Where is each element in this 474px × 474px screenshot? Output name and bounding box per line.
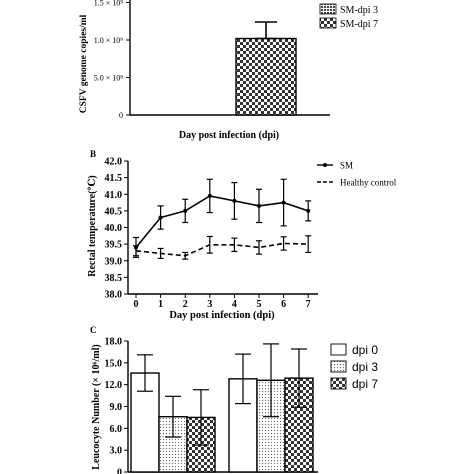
panel-b-y-tick-label: 38.5 [105, 273, 123, 284]
panel-c-legend: dpi 0 dpi 3 dpi 7 [330, 343, 378, 391]
panel-c-label: C [90, 325, 97, 335]
panel-a-y-tick-label: 1.0 × 10⁹ [94, 36, 124, 45]
panel-a-legend-swatch [319, 17, 337, 29]
panel-c-y-tick-label: 9.0 [110, 402, 123, 413]
panel-b-point-marker [257, 203, 261, 208]
panel-b-point-marker [232, 198, 237, 203]
panel-a-legend-label: SM-dpi 3 [340, 5, 378, 16]
panel-a-y-tick-label: 5.0 × 10⁸ [94, 74, 124, 83]
panel-c-y-tick-label: 3.0 [110, 446, 123, 457]
panel-b-chart: B Rectal temperature(℃) 38.0 38.5 39.0 39.5… [87, 149, 397, 321]
panel-a-bars [235, 21, 297, 116]
panel-b-point-marker [207, 193, 212, 198]
panel-c-legend-swatch [330, 360, 347, 373]
panel-b-y-tick-label: 42.0 [105, 157, 123, 168]
panel-b-x-tick-label: 0 [134, 299, 139, 310]
panel-b-x-tick-label: 3 [207, 299, 212, 310]
panel-b-x-axis-label: Day post infection (dpi) [169, 310, 275, 321]
panel-a-legend-swatch [319, 3, 337, 15]
panel-b-point-marker [281, 200, 286, 205]
panel-b-x-tick-label: 1 [158, 299, 163, 310]
panel-b-y-tick-label: 41.0 [105, 190, 123, 201]
panel-c-y-tick-label: 0 [117, 468, 122, 474]
panel-b-y-tick-label: 39.0 [105, 256, 123, 267]
panel-b-x-tick-label: 4 [232, 299, 237, 310]
panel-c-y-axis-label: Leucocyte Number (× 10⁶/ml) [91, 344, 102, 469]
panel-c-bars [130, 343, 314, 473]
panel-a-chart: CSFV genome copies/ml 0 5.0 × 10⁸ 1.0 × 10… [79, 0, 378, 141]
panel-b-point-marker [306, 208, 311, 213]
panel-a-y-axis-label: CSFV genome copies/ml [79, 14, 89, 113]
panel-a-bar-sm-dpi-7 [235, 37, 297, 116]
panel-b-x-tick-label: 2 [183, 299, 188, 310]
panel-b-x-tick-label: 6 [281, 299, 286, 310]
panel-b-label: B [90, 149, 96, 159]
panel-b-line-1 [135, 242, 309, 257]
panel-b-legend: SM Healthy control [317, 161, 397, 188]
panel-b-y-tick-label: 40.0 [105, 223, 123, 234]
panel-b-point-marker [183, 208, 188, 213]
panel-b-y-tick-label: 40.5 [105, 206, 123, 217]
panel-b-y-tick-label: 41.5 [105, 173, 123, 184]
panel-b-point-marker [158, 215, 163, 220]
panel-b-series [133, 178, 312, 260]
panel-b-y-tick-label: 39.5 [105, 240, 123, 251]
panel-a-legend: SM-dpi 3 SM-dpi 7 [319, 3, 378, 30]
panel-a-legend-label: SM-dpi 7 [340, 19, 378, 30]
panel-b-x-tick-label: 5 [257, 299, 262, 310]
panel-c-y-tick-label: 12.0 [105, 380, 123, 391]
panel-a-x-axis-label: Day post infection (dpi) [179, 130, 279, 141]
panel-b-axes: 38.0 38.5 39.0 39.5 40.0 40.5 41.0 41.5 42.0 0 1 2 3… [105, 157, 318, 310]
panel-a-y-tick-label: 0 [119, 111, 123, 120]
panel-c-legend-swatch [330, 343, 347, 356]
panel-b-y-axis-label: Rectal temperature(℃) [87, 175, 98, 276]
panel-b-legend-marker [323, 163, 327, 167]
panel-c-legend-label: dpi 7 [352, 377, 378, 391]
panel-c-chart: C Leucocyte Number (× 10⁶/ml) 0 3.0 6.0 9.0… [90, 325, 378, 474]
panel-b-legend-label: Healthy control [340, 178, 397, 188]
panel-c-legend-label: dpi 0 [352, 343, 378, 357]
panel-c-legend-label: dpi 3 [352, 360, 378, 374]
panel-c-y-tick-label: 15.0 [105, 358, 123, 369]
panel-c-y-tick-label: 6.0 [110, 424, 123, 435]
panel-b-line-0 [135, 195, 309, 248]
panel-c-y-tick-label: 18.0 [105, 337, 123, 348]
panel-b-x-tick-label: 7 [306, 299, 311, 310]
panel-a-y-tick-label: 1.5 × 10⁹ [94, 0, 124, 8]
panel-b-legend-label: SM [340, 161, 353, 171]
panel-b-y-tick-label: 38.0 [105, 290, 123, 301]
panel-c-legend-swatch [330, 377, 347, 390]
